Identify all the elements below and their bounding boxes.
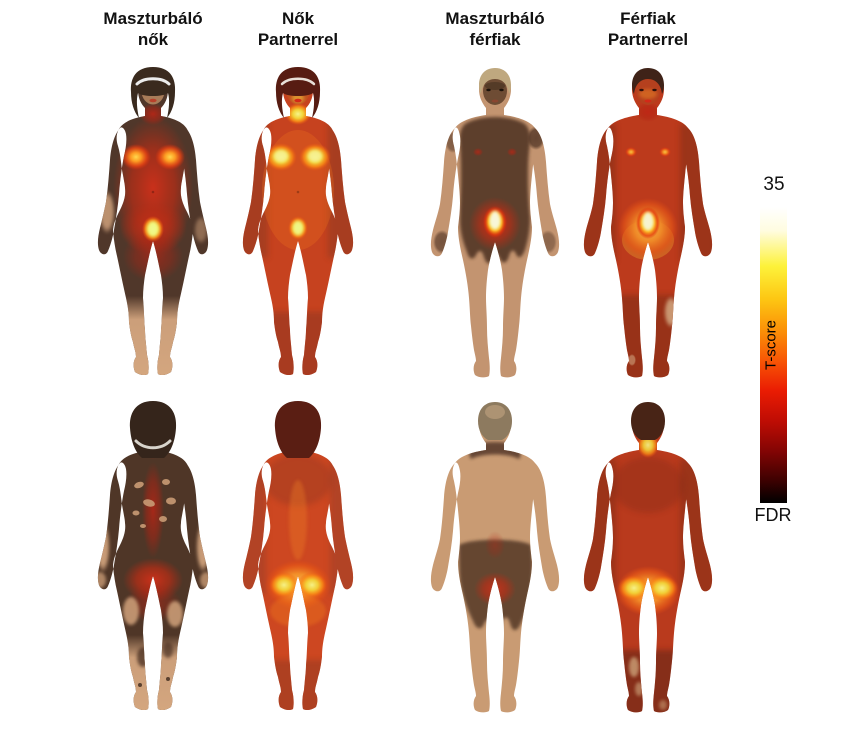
headband <box>134 439 172 450</box>
hair <box>274 401 322 458</box>
body-map-masturbating-men-back <box>415 395 575 725</box>
hair <box>129 401 177 458</box>
column-title-men-with-partner: Férfiak Partnerrel <box>607 9 689 49</box>
colorbar-axis-label: T-score <box>762 319 780 371</box>
body-map-masturbating-women-front <box>73 60 233 390</box>
body-map-women-partner-front <box>218 60 378 390</box>
body-map-men-partner-front <box>568 60 728 390</box>
colorbar <box>760 207 787 503</box>
colorbar-max-label: 35 <box>763 174 785 195</box>
hair <box>479 68 511 94</box>
body-map-women-partner-back <box>218 395 378 725</box>
column-title-women-with-partner: Nők Partnerrel <box>257 9 339 49</box>
hair <box>632 68 664 94</box>
headband <box>280 77 316 86</box>
body-map-masturbating-men-front <box>415 60 575 390</box>
hair <box>631 402 665 440</box>
headband <box>135 77 171 86</box>
body-map-masturbating-women-back <box>73 395 233 725</box>
column-title-masturbating-women: Maszturbáló nők <box>103 9 203 49</box>
body-map-men-partner-back <box>568 395 728 725</box>
colorbar-min-label: FDR <box>754 505 792 525</box>
column-title-masturbating-men: Maszturbáló férfiak <box>445 9 545 49</box>
